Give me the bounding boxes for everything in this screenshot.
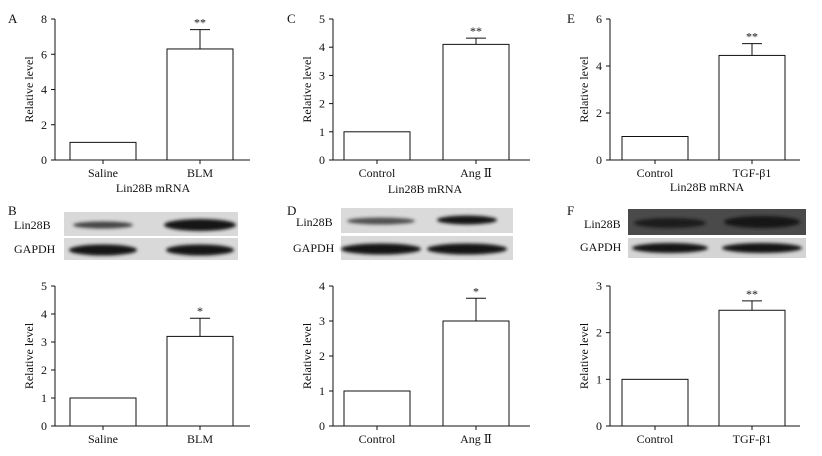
chart-f: 0 1 2 3 Relative level Control ** TGF-β1 [577,279,800,446]
y-tick-label-b-3: 3 [41,335,47,349]
y-axis-title-f: Relative level [577,322,591,389]
y-tick-label-f-0: 0 [596,419,602,433]
category-label-d-0: Control [359,432,396,446]
category-label-c-1: Ang Ⅱ [460,166,492,180]
y-tick-label-d-2: 2 [319,349,325,363]
category-label-b-0: Saline [88,432,118,446]
significance-mark-d-1: * [473,284,479,298]
panel-letter-d: D [287,203,296,218]
significance-mark-c-1: ** [470,24,482,38]
y-tick-label-d-4: 4 [319,279,325,293]
y-tick-label-b-5: 5 [41,279,47,293]
mrna-caption-e: Lin28B mRNA [670,180,745,194]
bar-d-1 [442,320,510,427]
significance-mark-a-1: ** [194,16,206,30]
y-axis-title-c: Relative level [300,56,314,123]
y-tick-label-b-2: 2 [41,363,47,377]
y-tick-label-a-4: 8 [41,12,47,26]
blot-label-lin28b-b: Lin28B [14,218,51,232]
y-axis-title-b: Relative level [22,322,36,389]
y-tick-label-c-3: 3 [319,68,325,82]
panel-letter-e: E [567,11,575,26]
category-label-e-0: Control [637,166,674,180]
significance-mark-e-1: ** [746,30,758,44]
y-tick-label-c-2: 2 [319,97,325,111]
bar-c-0 [343,131,411,161]
bar-e-0 [621,136,689,161]
significance-mark-b-1: * [197,304,203,318]
panel-letter-a: A [8,11,18,26]
bar-a-0 [69,141,137,161]
category-label-f-1: TGF-β1 [733,432,772,446]
y-tick-label-f-1: 1 [596,372,602,386]
y-tick-label-b-1: 1 [41,391,47,405]
y-tick-label-c-0: 0 [319,153,325,167]
chart-a: 0 2 4 6 8 Relative level Saline ** BLM [22,12,250,180]
bar-d-0 [343,390,411,427]
category-label-f-0: Control [637,432,674,446]
category-label-d-1: Ang Ⅱ [460,432,492,446]
y-axis-title-e: Relative level [577,56,591,123]
mrna-caption-c: Lin28B mRNA [388,182,463,196]
y-tick-label-c-1: 1 [319,125,325,139]
chart-c: 0 1 2 3 4 5 Relative level Control ** Ang Ⅱ [300,12,530,180]
category-label-a-0: Saline [88,166,118,180]
category-label-c-0: Control [359,166,396,180]
bar-a-1 [166,48,234,161]
blot-label-gapdh-f: GAPDH [580,240,622,254]
y-tick-label-d-3: 3 [319,314,325,328]
panel-letter-b: B [8,203,17,218]
y-tick-label-f-2: 2 [596,326,602,340]
panel-letter-c: C [287,11,296,26]
chart-d: 0 1 2 3 4 Relative level Control * Ang Ⅱ [300,279,530,446]
bar-f-0 [621,378,689,427]
y-tick-label-a-0: 0 [41,153,47,167]
y-tick-label-d-0: 0 [319,419,325,433]
y-tick-label-d-1: 1 [319,384,325,398]
blot-label-lin28b-f: Lin28B [584,217,621,231]
bar-f-1 [718,309,786,427]
chart-e: 0 2 4 6 Relative level Control ** TGF-β1 [577,12,800,180]
blot-label-gapdh-d: GAPDH [293,241,335,255]
bar-b-0 [69,397,137,427]
panel-letter-f: F [567,203,574,218]
bar-c-1 [442,43,510,161]
y-tick-label-e-2: 4 [596,59,602,73]
western-blot-b [64,212,238,260]
y-tick-label-a-1: 2 [41,118,47,132]
category-label-b-1: BLM [187,432,213,446]
y-tick-label-a-2: 4 [41,83,47,97]
y-tick-label-e-0: 0 [596,153,602,167]
bar-b-1 [166,335,234,427]
y-tick-label-a-3: 6 [41,47,47,61]
category-label-a-1: BLM [187,166,213,180]
y-tick-label-f-3: 3 [596,279,602,293]
western-blot-f [628,209,806,258]
y-axis-title-a: Relative level [22,56,36,123]
y-tick-label-c-5: 5 [319,12,325,26]
chart-b: 0 1 2 3 4 5 Relative level Saline * BLM [22,279,250,446]
category-label-e-1: TGF-β1 [733,166,772,180]
y-tick-label-c-4: 4 [319,40,325,54]
mrna-caption-a: Lin28B mRNA [116,181,191,195]
bar-e-1 [718,54,786,161]
y-tick-label-e-1: 2 [596,106,602,120]
blot-label-lin28b-d: Lin28B [296,215,333,229]
y-tick-label-b-0: 0 [41,419,47,433]
y-axis-title-d: Relative level [300,322,314,389]
western-blot-d [341,208,513,260]
y-tick-label-b-4: 4 [41,307,47,321]
y-tick-label-e-3: 6 [596,12,602,26]
blot-label-gapdh-b: GAPDH [14,242,56,256]
significance-mark-f-1: ** [746,287,758,301]
